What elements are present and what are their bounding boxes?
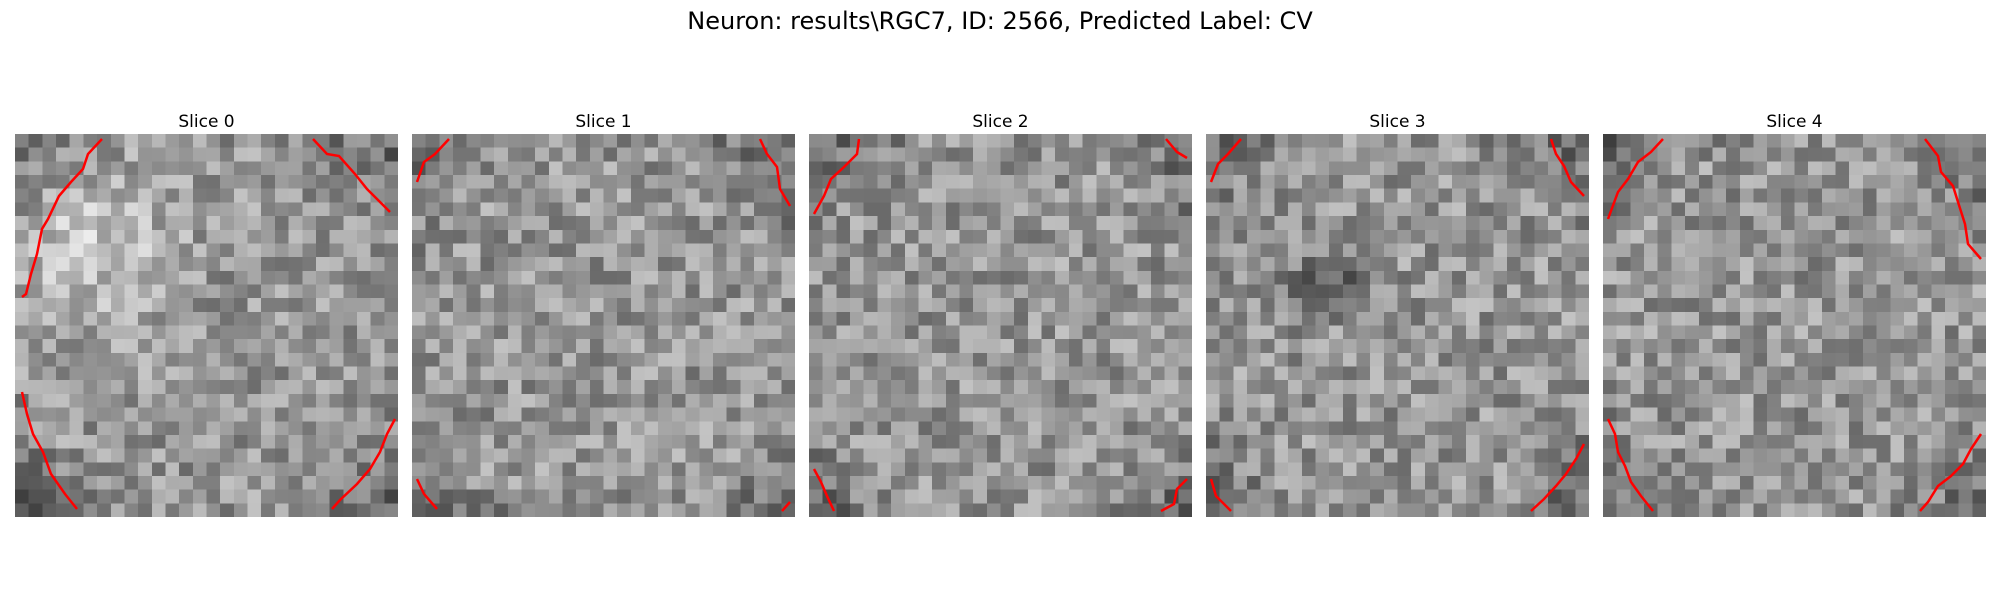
slice-title-1: Slice 1 xyxy=(575,112,632,132)
roi-contour-bottom-right xyxy=(781,501,791,512)
slice-image-3 xyxy=(1206,134,1589,517)
roi-contour-bottom-right xyxy=(1919,433,1983,512)
roi-contour-bottom-right xyxy=(1160,478,1188,513)
slice-title-3: Slice 3 xyxy=(1369,112,1426,132)
roi-contour-bottom-left xyxy=(1209,478,1232,512)
slice-image-1 xyxy=(412,134,795,517)
roi-contour-top-left xyxy=(21,138,103,298)
slice-contour-overlay-4 xyxy=(1606,138,1983,512)
slice-panel-3: Slice 3 xyxy=(1206,110,1589,517)
slice-title-2: Slice 2 xyxy=(972,112,1029,132)
slice-image-4 xyxy=(1603,134,1986,517)
roi-contour-top-right xyxy=(1924,138,1982,260)
roi-contour-top-left xyxy=(1209,138,1242,183)
slice-panel-2: Slice 2 xyxy=(809,110,1192,517)
roi-contour-bottom-right xyxy=(1530,443,1586,512)
slice-image-pixels-4 xyxy=(1603,134,1986,517)
slice-contour-overlay-0 xyxy=(20,138,397,510)
slice-image-0 xyxy=(15,134,398,517)
roi-contour-top-right xyxy=(1549,138,1585,197)
slice-contour-overlay-2 xyxy=(812,138,1188,513)
roi-contour-top-right xyxy=(1165,138,1188,160)
roi-contour-top-left xyxy=(1606,138,1664,220)
slice-image-pixels-2 xyxy=(809,134,1192,517)
slice-image-pixels-0 xyxy=(15,134,398,517)
slice-contour-overlay-1 xyxy=(415,138,792,512)
slice-title-4: Slice 4 xyxy=(1766,112,1823,132)
roi-contour-bottom-right xyxy=(331,418,397,510)
slice-title-0: Slice 0 xyxy=(178,112,235,132)
slice-panel-4: Slice 4 xyxy=(1603,110,1986,517)
slice-image-pixels-3 xyxy=(1206,134,1589,517)
roi-contour-top-right xyxy=(312,138,391,213)
figure-title: Neuron: results\RGC7, ID: 2566, Predicte… xyxy=(687,7,1313,35)
roi-contour-bottom-left xyxy=(812,468,836,512)
slice-image-2 xyxy=(809,134,1192,517)
roi-contour-top-left xyxy=(812,138,861,215)
slice-contour-overlay-3 xyxy=(1209,138,1586,512)
roi-contour-bottom-left xyxy=(415,478,438,510)
roi-contour-bottom-left xyxy=(1606,418,1654,512)
roi-contour-top-right xyxy=(758,138,792,207)
slice-image-pixels-1 xyxy=(412,134,795,517)
roi-contour-bottom-left xyxy=(20,391,78,510)
roi-contour-top-left xyxy=(415,138,450,183)
slice-panel-0: Slice 0 xyxy=(15,110,398,517)
slice-panel-1: Slice 1 xyxy=(412,110,795,517)
